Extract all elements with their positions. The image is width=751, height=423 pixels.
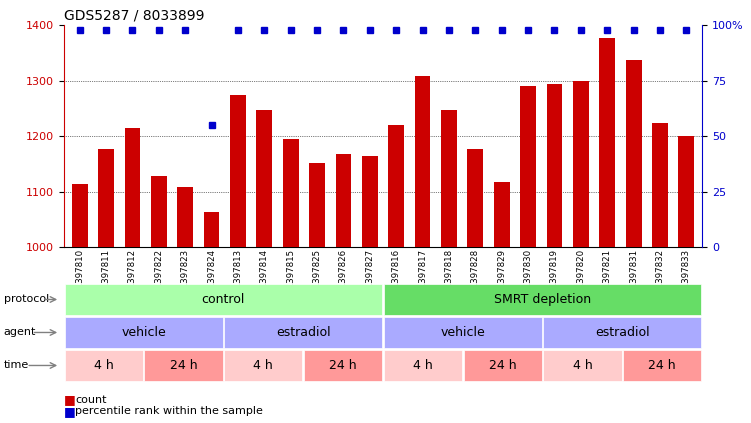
Text: count: count <box>75 395 107 405</box>
Bar <box>151 176 167 247</box>
Bar <box>362 156 378 247</box>
Text: GDS5287 / 8033899: GDS5287 / 8033899 <box>64 9 204 23</box>
Text: 4 h: 4 h <box>253 359 273 372</box>
Text: vehicle: vehicle <box>440 326 485 339</box>
Bar <box>388 125 404 247</box>
Text: agent: agent <box>4 327 36 338</box>
Text: 4 h: 4 h <box>572 359 593 372</box>
Bar <box>204 212 219 247</box>
Text: ■: ■ <box>64 405 76 418</box>
Bar <box>441 110 457 247</box>
Text: 24 h: 24 h <box>329 359 357 372</box>
Bar <box>573 81 589 247</box>
Bar <box>336 154 351 247</box>
Bar <box>309 163 325 247</box>
Bar <box>230 95 246 247</box>
Bar <box>125 128 140 247</box>
Bar <box>415 77 430 247</box>
Text: estradiol: estradiol <box>595 326 650 339</box>
Text: ■: ■ <box>64 393 76 406</box>
Bar <box>98 148 114 247</box>
Text: SMRT depletion: SMRT depletion <box>494 293 591 306</box>
Text: 4 h: 4 h <box>94 359 113 372</box>
Text: percentile rank within the sample: percentile rank within the sample <box>75 406 263 416</box>
Bar <box>626 60 641 247</box>
Bar <box>177 187 193 247</box>
Text: protocol: protocol <box>4 294 49 305</box>
Text: 24 h: 24 h <box>170 359 198 372</box>
Bar <box>678 137 694 247</box>
Text: 24 h: 24 h <box>489 359 517 372</box>
Bar <box>494 182 510 247</box>
Bar <box>72 184 88 247</box>
Bar <box>547 84 562 247</box>
Bar <box>256 110 272 247</box>
Bar <box>652 123 668 247</box>
Text: vehicle: vehicle <box>121 326 166 339</box>
Bar <box>467 148 483 247</box>
Bar <box>599 38 615 247</box>
Text: control: control <box>202 293 245 306</box>
Bar <box>520 86 536 247</box>
Text: 24 h: 24 h <box>648 359 676 372</box>
Text: estradiol: estradiol <box>276 326 330 339</box>
Bar <box>283 139 299 247</box>
Text: 4 h: 4 h <box>413 359 433 372</box>
Text: time: time <box>4 360 29 371</box>
